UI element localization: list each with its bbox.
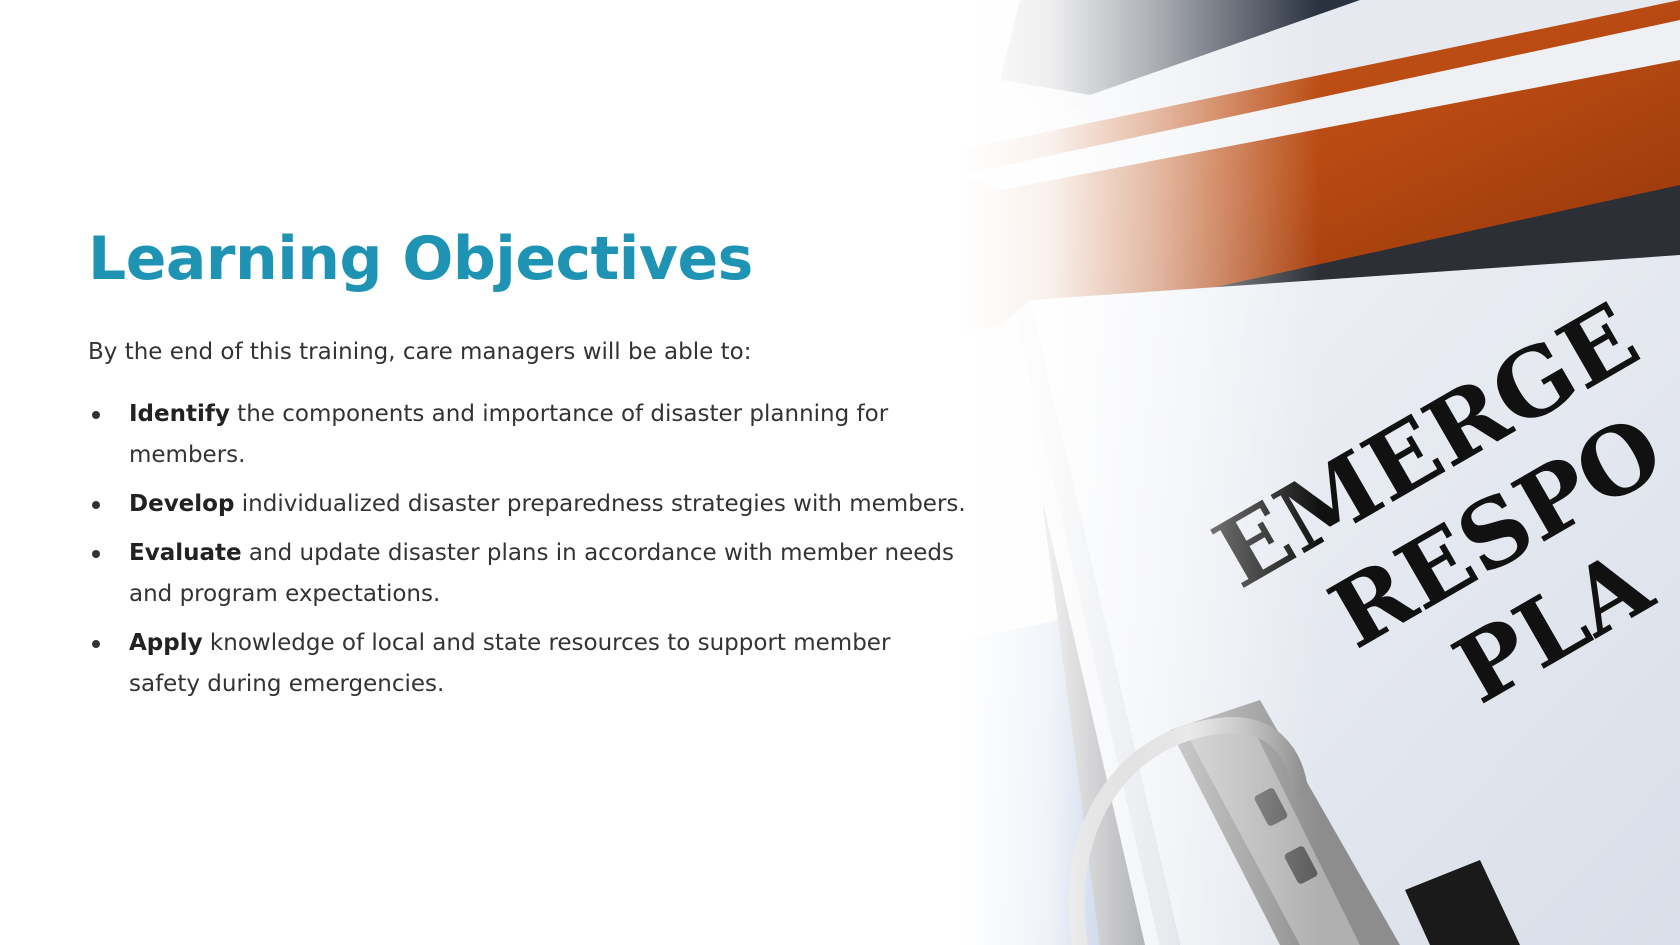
objective-verb: Evaluate (129, 540, 242, 567)
objective-verb: Apply (129, 630, 203, 657)
objective-verb: Develop (129, 491, 235, 518)
bullet-icon (92, 550, 100, 559)
objective-item: Identify the components and importance o… (88, 394, 968, 476)
objective-item: Develop individualized disaster prepared… (88, 484, 968, 525)
bullet-icon (92, 501, 100, 510)
objective-verb: Identify (129, 401, 230, 428)
bullet-icon (92, 640, 100, 649)
objective-item: Evaluate and update disaster plans in ac… (88, 533, 968, 615)
objectives-list: Identify the components and importance o… (88, 394, 968, 705)
objective-text: and update disaster plans in accordance … (129, 540, 955, 608)
intro-text: By the end of this training, care manage… (88, 339, 752, 365)
bullet-icon (92, 411, 100, 420)
slide-title: Learning Objectives (88, 224, 753, 294)
objective-text: individualized disaster preparedness str… (234, 491, 966, 518)
objective-text: the components and importance of disaste… (129, 401, 889, 469)
objective-item: Apply knowledge of local and state resou… (88, 623, 968, 705)
content-area: Learning Objectives By the end of this t… (88, 226, 968, 713)
objective-text: knowledge of local and state resources t… (129, 630, 891, 698)
emergency-plan-photo: EMERGE RESPO PLA (960, 0, 1680, 945)
